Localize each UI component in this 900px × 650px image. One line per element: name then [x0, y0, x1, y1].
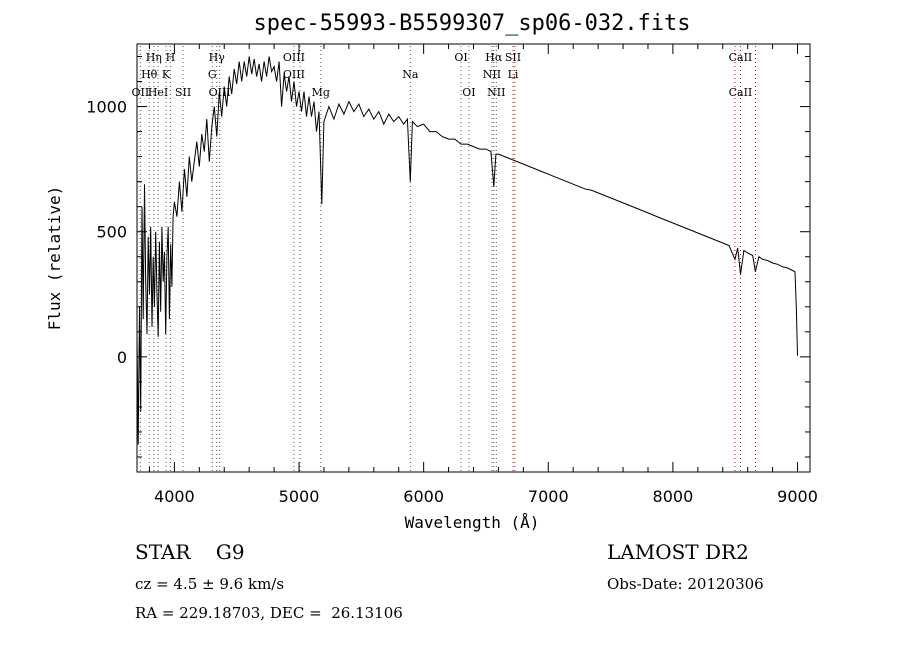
class-text: STAR — [135, 540, 191, 564]
line-label: NII — [487, 86, 505, 99]
object-class: STAR G9 — [135, 540, 245, 564]
line-label: SII — [175, 86, 191, 99]
subclass-text: G9 — [215, 540, 245, 564]
line-label: Na — [402, 68, 419, 81]
y-tick-label: 0 — [117, 348, 127, 367]
x-tick-label: 5000 — [279, 487, 320, 506]
spectral-line-markers — [139, 46, 756, 472]
line-label: CaII — [729, 51, 753, 64]
x-tick-label: 7000 — [528, 487, 569, 506]
obs-date-text: Obs-Date: 20120306 — [607, 575, 764, 593]
line-label: H — [166, 51, 176, 64]
line-label: Li — [508, 68, 519, 81]
line-label: NII — [483, 68, 501, 81]
coordinates-text: RA = 229.18703, DEC = 26.13106 — [135, 604, 403, 622]
velocity-text: cz = 4.5 ± 9.6 km/s — [135, 575, 285, 593]
line-label: K — [162, 68, 171, 81]
plot-frame — [136, 43, 811, 473]
chart-title: spec-55993-B5599307_sp06-032.fits — [253, 11, 690, 36]
line-label: OI — [462, 86, 475, 99]
line-label: OIII — [283, 51, 305, 64]
x-axis-label: Wavelength (Å) — [405, 513, 540, 532]
y-axis-label: Flux (relative) — [45, 186, 64, 331]
line-label: SII — [505, 51, 521, 64]
x-tick-label: 9000 — [777, 487, 818, 506]
line-label: Hη — [146, 51, 162, 64]
y-tick-label: 500 — [96, 223, 127, 242]
y-tick-label: 1000 — [86, 98, 127, 117]
x-tick-label: 6000 — [403, 487, 444, 506]
spectral-line-labels: OIIHθHηHeIKHSIIGHγOIIIOIIIOIIIMgNaOIOINI… — [132, 51, 753, 99]
x-tick-label: 8000 — [653, 487, 694, 506]
x-tick-label: 4000 — [154, 487, 195, 506]
line-label: G — [208, 68, 217, 81]
line-label: Hα — [485, 51, 503, 64]
line-label: HeI — [148, 86, 168, 99]
line-label: Mg — [312, 86, 330, 99]
survey-name: LAMOST DR2 — [607, 540, 749, 564]
line-label: OI — [454, 51, 467, 64]
spectrum-line — [136, 56, 798, 445]
line-label: Hγ — [209, 51, 226, 64]
axis-tick-labels: 4000 5000 6000 7000 8000 9000 0 500 1000 — [86, 98, 818, 506]
axis-ticks — [137, 44, 810, 472]
line-label: OII — [132, 86, 150, 99]
line-label: Hθ — [141, 68, 158, 81]
line-label: CaII — [729, 86, 753, 99]
line-label: OIII — [283, 68, 305, 81]
